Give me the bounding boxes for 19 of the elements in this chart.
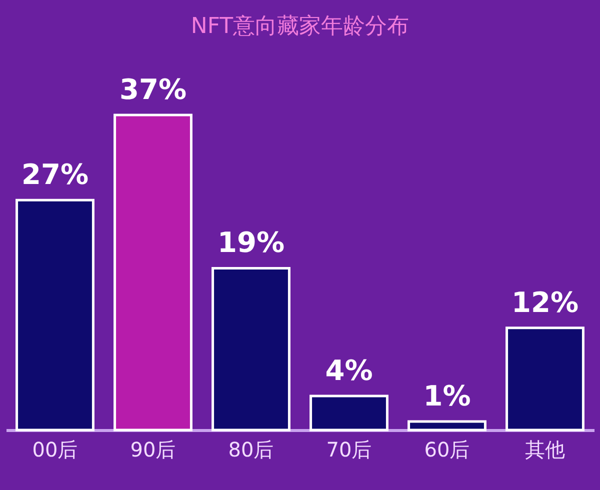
- data-label: 12%: [511, 286, 579, 319]
- bar: [212, 266, 290, 432]
- x-tick-label: 90后: [130, 438, 176, 462]
- data-label: 1%: [423, 379, 471, 412]
- bar: [310, 394, 388, 432]
- bar: [114, 114, 192, 432]
- x-tick-label: 其他: [525, 438, 565, 462]
- data-label: 19%: [217, 226, 285, 260]
- bar: [506, 326, 584, 432]
- chart-title: NFT意向藏家年龄分布: [190, 14, 410, 39]
- data-label: 4%: [325, 354, 373, 387]
- data-label: 27%: [21, 158, 89, 192]
- bar: [408, 420, 486, 432]
- x-tick-label: 80后: [228, 438, 274, 462]
- x-tick-label: 70后: [326, 438, 372, 462]
- data-label: 37%: [119, 73, 187, 106]
- bar: [16, 198, 94, 432]
- x-tick-label: 60后: [424, 438, 470, 462]
- x-tick-label: 00后: [32, 438, 78, 462]
